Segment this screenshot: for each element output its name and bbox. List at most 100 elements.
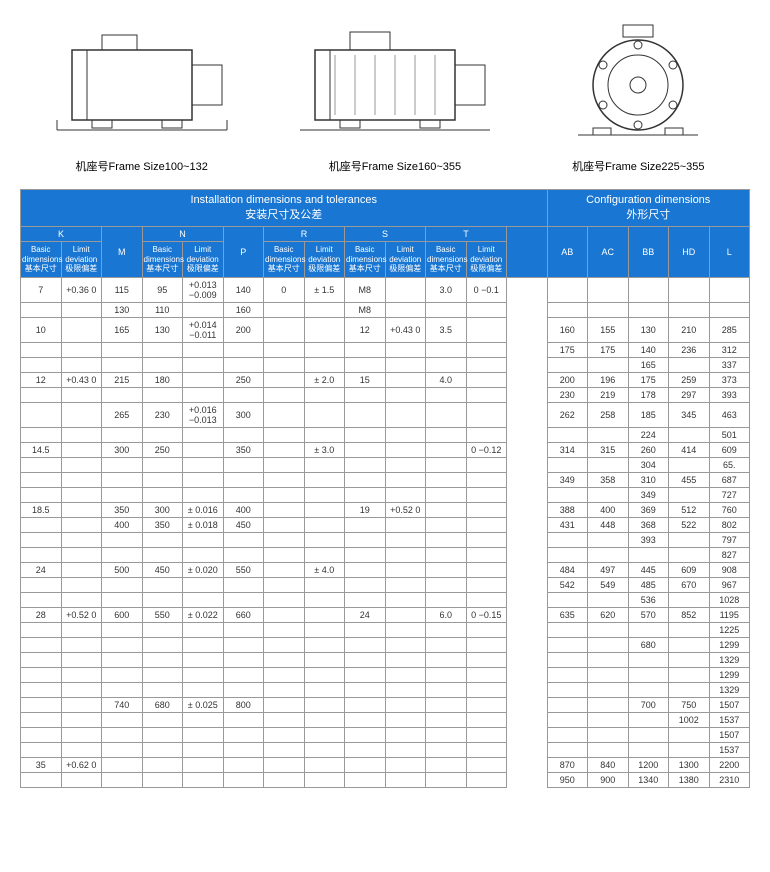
cell-K bbox=[21, 727, 62, 742]
cell-AC bbox=[588, 547, 629, 562]
cell-AB bbox=[547, 637, 588, 652]
cell-T bbox=[426, 457, 467, 472]
cell-_sp bbox=[507, 727, 548, 742]
cell-L: 1299 bbox=[709, 667, 750, 682]
cell-N: 450 bbox=[142, 562, 183, 577]
cell-R bbox=[264, 757, 305, 772]
cell-R bbox=[264, 502, 305, 517]
cell-BB: 349 bbox=[628, 487, 669, 502]
cell-Sd bbox=[385, 387, 426, 402]
drawings-row: 机座号Frame Size100~132 机座号Frame Size160~35… bbox=[20, 20, 750, 174]
cell-S bbox=[345, 577, 386, 592]
cell-Rd bbox=[304, 607, 345, 622]
cell-P bbox=[223, 532, 264, 547]
cell-Sd bbox=[385, 622, 426, 637]
cell-AC bbox=[588, 682, 629, 697]
cell-M bbox=[102, 712, 143, 727]
cell-Sd bbox=[385, 742, 426, 757]
cell-Sd bbox=[385, 442, 426, 457]
cell-_sp bbox=[507, 442, 548, 457]
cell-R bbox=[264, 372, 305, 387]
cell-Td bbox=[466, 697, 507, 712]
cell-AB: 950 bbox=[547, 772, 588, 787]
cell-Rd bbox=[304, 727, 345, 742]
cell-Sd bbox=[385, 727, 426, 742]
cell-Td: 0 −0.15 bbox=[466, 607, 507, 622]
cell-M bbox=[102, 742, 143, 757]
cell-S: 19 bbox=[345, 502, 386, 517]
cell-BB: 536 bbox=[628, 592, 669, 607]
cell-P bbox=[223, 357, 264, 372]
cell-Rd bbox=[304, 652, 345, 667]
cell-Nd bbox=[183, 772, 224, 787]
cell-AB bbox=[547, 682, 588, 697]
drawing-1: 机座号Frame Size100~132 bbox=[52, 20, 232, 174]
cell-M bbox=[102, 652, 143, 667]
cell-Sd bbox=[385, 457, 426, 472]
cell-Nd: +0.014 −0.011 bbox=[183, 317, 224, 342]
cell-T: 4.0 bbox=[426, 372, 467, 387]
cell-AB: 870 bbox=[547, 757, 588, 772]
cell-AB bbox=[547, 357, 588, 372]
cell-P bbox=[223, 622, 264, 637]
cell-BB bbox=[628, 277, 669, 302]
cell-AC bbox=[588, 487, 629, 502]
cell-M: 300 bbox=[102, 442, 143, 457]
cell-N bbox=[142, 667, 183, 682]
cell-Nd bbox=[183, 667, 224, 682]
cell-AC: 497 bbox=[588, 562, 629, 577]
cell-Nd bbox=[183, 757, 224, 772]
cell-M bbox=[102, 772, 143, 787]
drawing-3-caption: 机座号Frame Size225~355 bbox=[558, 158, 718, 174]
cell-Td bbox=[466, 547, 507, 562]
cell-M bbox=[102, 577, 143, 592]
cell-K bbox=[21, 487, 62, 502]
cell-K bbox=[21, 457, 62, 472]
cell-AB bbox=[547, 622, 588, 637]
cell-T bbox=[426, 682, 467, 697]
cell-AC: 448 bbox=[588, 517, 629, 532]
cell-T bbox=[426, 562, 467, 577]
cell-K bbox=[21, 402, 62, 427]
cell-R bbox=[264, 487, 305, 502]
cell-AC bbox=[588, 712, 629, 727]
cell-Td: 0 −0.1 bbox=[466, 277, 507, 302]
header-config: Configuration dimensions外形尺寸 bbox=[547, 190, 750, 227]
cell-Nd bbox=[183, 357, 224, 372]
cell-HD bbox=[669, 742, 710, 757]
cell-Td bbox=[466, 682, 507, 697]
cell-Kd bbox=[61, 487, 102, 502]
cell-P bbox=[223, 757, 264, 772]
cell-N bbox=[142, 357, 183, 372]
table-row: 14.5300250350± 3.00 −0.12314315260414609 bbox=[21, 442, 750, 457]
table-row: 6801299 bbox=[21, 637, 750, 652]
cell-R bbox=[264, 402, 305, 427]
cell-P bbox=[223, 387, 264, 402]
cell-BB: 570 bbox=[628, 607, 669, 622]
cell-S bbox=[345, 487, 386, 502]
cell-P: 450 bbox=[223, 517, 264, 532]
table-row: 30465. bbox=[21, 457, 750, 472]
cell-BB: 1200 bbox=[628, 757, 669, 772]
table-row: 5361028 bbox=[21, 592, 750, 607]
cell-Rd bbox=[304, 532, 345, 547]
cell-_sp bbox=[507, 622, 548, 637]
cell-_sp bbox=[507, 277, 548, 302]
cell-Rd bbox=[304, 757, 345, 772]
cell-N bbox=[142, 577, 183, 592]
dimensions-table: Installation dimensions and tolerances安装… bbox=[20, 189, 750, 788]
cell-S bbox=[345, 442, 386, 457]
cell-AB: 262 bbox=[547, 402, 588, 427]
cell-R bbox=[264, 562, 305, 577]
cell-Kd: +0.52 0 bbox=[61, 607, 102, 622]
cell-AC: 900 bbox=[588, 772, 629, 787]
cell-BB bbox=[628, 667, 669, 682]
cell-HD: 512 bbox=[669, 502, 710, 517]
col-T: T bbox=[426, 227, 507, 242]
cell-M bbox=[102, 682, 143, 697]
cell-M bbox=[102, 592, 143, 607]
cell-_sp bbox=[507, 742, 548, 757]
cell-AB bbox=[547, 667, 588, 682]
table-row: 35+0.62 0870840120013002200 bbox=[21, 757, 750, 772]
cell-T bbox=[426, 427, 467, 442]
